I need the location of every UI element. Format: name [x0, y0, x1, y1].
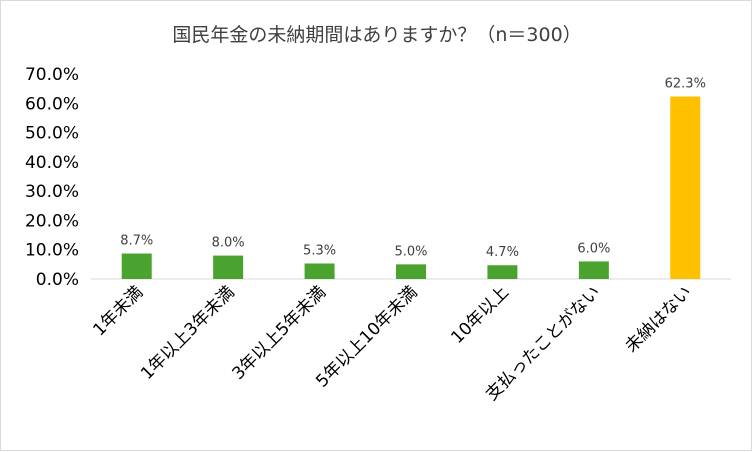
- x-tick-label: 10年以上: [447, 282, 513, 348]
- data-label: 5.0%: [394, 244, 427, 259]
- bar-5: [487, 265, 518, 279]
- data-label: 8.7%: [120, 234, 153, 249]
- x-tick-label: 1年未満: [89, 282, 147, 340]
- y-tick-label: 10.0%: [25, 241, 79, 261]
- x-tick-label: 未納はない: [622, 282, 696, 356]
- bar-6: [578, 261, 609, 279]
- bar-3: [304, 263, 335, 279]
- y-axis-ticks: 0.0% 10.0% 20.0% 30.0% 40.0% 50.0% 60.0% 70.0%: [25, 65, 79, 290]
- x-tick-label: 5年以上10年未満: [312, 282, 421, 391]
- bars-group: [121, 96, 701, 279]
- bar-7: [670, 96, 701, 279]
- bar-2: [213, 255, 244, 279]
- y-tick-label: 70.0%: [25, 65, 79, 85]
- y-tick-label: 30.0%: [25, 182, 79, 202]
- data-label: 4.7%: [486, 245, 519, 260]
- bar-4: [396, 264, 426, 279]
- bar-1: [121, 253, 152, 279]
- data-label: 5.3%: [303, 243, 336, 258]
- x-tick-label: 1年以上3年未満: [137, 282, 239, 384]
- data-label: 8.0%: [212, 236, 245, 251]
- data-label: 6.0%: [577, 241, 610, 256]
- y-tick-label: 0.0%: [36, 270, 79, 290]
- y-tick-label: 40.0%: [25, 153, 79, 173]
- y-tick-label: 50.0%: [25, 124, 79, 144]
- data-label: 62.3%: [665, 77, 706, 92]
- x-tick-label: 3年以上5年未満: [229, 282, 331, 384]
- data-labels-group: 8.7% 8.0% 5.3% 5.0% 4.7% 6.0% 62.3%: [120, 77, 706, 261]
- chart-title: 国民年金の未納期間はありますか？（n＝300）: [172, 24, 581, 46]
- y-tick-label: 60.0%: [25, 94, 79, 114]
- y-tick-label: 20.0%: [25, 211, 79, 231]
